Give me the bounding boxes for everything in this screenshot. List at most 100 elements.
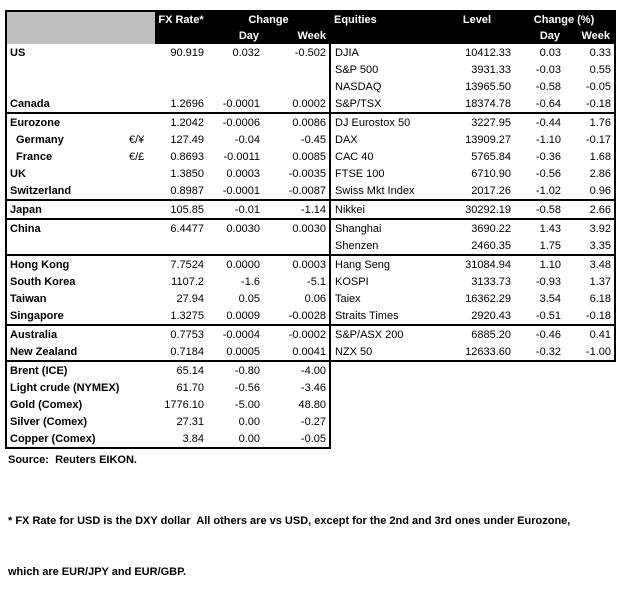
equity-name: NZX 50 (330, 343, 440, 362)
fx-row-label: Gold (Comex) (5, 396, 127, 413)
fx-day-change-value: 0.00 (207, 430, 263, 449)
fx-row-label: Light crude (NYMEX) (5, 379, 127, 396)
fx-week-change-value: -0.0002 (263, 325, 331, 343)
blank-header-cell (330, 28, 440, 44)
equity-day-change-value: -0.46 (535, 328, 561, 341)
fx-row-label: New Zealand (5, 343, 127, 362)
equity-level-value: 10412.33 (465, 46, 511, 59)
currency-pair-label (127, 273, 155, 290)
fx-row-label: Eurozone (5, 113, 127, 131)
table-row: New Zealand 0.7184 0.0005 0.0041 NZX 50 12633… (5, 343, 616, 362)
currency-pair-label (127, 379, 155, 396)
equity-name: DAX (335, 133, 358, 146)
equities-header: Equities (330, 10, 440, 28)
equity-name: FTSE 100 (335, 167, 385, 180)
fx-row-label: Germany (5, 131, 127, 148)
fx-day-change-value: 0.00 (238, 415, 260, 428)
equity-week-change-value: 1.76 (564, 113, 616, 131)
fx-week-change-value: 0.06 (263, 290, 331, 307)
fx-day-change-value (207, 61, 263, 78)
fx-day-header: Day (207, 28, 263, 44)
fx-rate-value (155, 78, 207, 95)
equity-week-change-value: 0.33 (564, 44, 616, 61)
equity-day-change-value: 1.75 (514, 237, 564, 256)
table-row: Gold (Comex) 1776.10 -5.00 48.80 (5, 396, 615, 413)
table-row: NASDAQ 13965.50 -0.58 -0.05 (5, 78, 616, 95)
fx-rate-value: 105.85 (155, 200, 207, 220)
fx-day-change-value: 0.0009 (207, 307, 263, 326)
currency-pair-label (127, 200, 155, 220)
fx-week-change-value: -0.0028 (263, 307, 331, 326)
fx-row-label: Australia (5, 325, 127, 343)
fx-rate-value: 0.7753 (170, 328, 204, 341)
table-row: Brent (ICE) 65.14 -0.80 -4.00 (5, 361, 615, 379)
fx-day-change-value: 0.0000 (226, 258, 260, 271)
table-row: Singapore 1.3275 0.0009 -0.0028 Straits Time… (5, 307, 616, 326)
equity-day-change-value: 1.43 (539, 222, 561, 235)
equity-day-change-value: -0.64 (514, 95, 564, 114)
equity-level-value: 3931.33 (471, 63, 511, 76)
currency-pair-label (127, 182, 155, 201)
currency-pair-label (127, 255, 155, 273)
equity-name: Shanghai (335, 222, 382, 235)
currency-pair-label (127, 413, 155, 430)
fx-row-label: Japan (5, 200, 127, 220)
fx-row-label: South Korea (5, 273, 127, 290)
equity-week-change-value: -1.00 (564, 343, 616, 362)
fx-day-change-value: 0.0005 (207, 343, 263, 362)
fx-rate-value: 1107.2 (171, 275, 204, 288)
empty-cell (330, 396, 615, 413)
fx-day-change-value: -0.0001 (207, 95, 263, 114)
equity-day-change-value: 3.54 (539, 292, 561, 305)
table-row: Eurozone 1.2042 -0.0006 0.0086 DJ Eurostox 5… (5, 113, 616, 131)
fx-rate-value: 1.3275 (155, 307, 207, 326)
equity-week-change-value: 0.55 (564, 61, 616, 78)
currency-pair-label (127, 78, 155, 95)
equity-level-value: 16362.29 (465, 292, 511, 305)
currency-pair-label (127, 290, 155, 307)
equity-name: DJIA (335, 46, 359, 59)
fx-week-change-value: 0.0002 (263, 95, 331, 114)
equity-week-change-value: 3.35 (564, 237, 616, 256)
fx-rate-value: 27.31 (176, 415, 204, 428)
fx-rate-value: 1776.10 (164, 398, 204, 411)
fx-rate-header: FX Rate* (155, 10, 207, 28)
fx-rate-value: 1.2042 (170, 116, 204, 129)
fx-rate-value: 0.8693 (170, 150, 204, 163)
currency-pair-label: €/¥ (129, 133, 145, 146)
equity-day-change-value: -1.02 (514, 182, 564, 201)
fx-week-change-value: -0.0087 (263, 182, 331, 201)
table-row: Switzerland 0.8987 -0.0001 -0.0087 Swiss Mkt… (5, 182, 616, 201)
fx-day-change-value: -0.0004 (222, 328, 260, 341)
fx-day-change-value (207, 237, 263, 256)
equity-week-change-value: 1.37 (564, 273, 616, 290)
empty-cell (330, 413, 615, 430)
equity-week-change-value: -0.17 (564, 131, 616, 148)
equity-day-change-value: -0.56 (535, 167, 561, 180)
empty-cell (330, 361, 615, 379)
equity-name: S&P/ASX 200 (335, 328, 404, 341)
currency-pair-label (127, 396, 155, 413)
fx-row-label (5, 61, 127, 78)
fx-row-label: UK (5, 165, 127, 182)
table-row: US 90.919 0.032 -0.502 DJIA 10412.33 0.03 0.33 (5, 44, 616, 61)
fx-day-change-value: 0.05 (238, 292, 260, 305)
fx-row-label: Silver (Comex) (5, 413, 127, 430)
fx-day-change-value: 0.0003 (226, 167, 260, 180)
fx-day-change-value: 0.032 (232, 46, 260, 59)
fx-day-change-value: -5.00 (234, 398, 260, 411)
equity-day-change-value: -0.03 (535, 63, 561, 76)
equity-day-change-value: -0.51 (514, 307, 564, 326)
table-row: China 6.4477 0.0030 0.0030 Shanghai 3690.22 1.… (5, 219, 616, 237)
fx-week-change-value: -1.14 (263, 200, 331, 220)
fx-day-change-value: -0.04 (234, 133, 260, 146)
fx-rate-value: 90.919 (170, 46, 204, 59)
equity-level-value: 13965.50 (465, 80, 511, 93)
currency-pair-label (127, 361, 155, 379)
equity-name: NASDAQ (335, 80, 382, 93)
currency-pair-label: €/£ (129, 150, 145, 163)
fx-day-change-value: -0.0011 (223, 150, 261, 163)
fx-row-label (5, 78, 127, 95)
fx-row-label: China (5, 219, 127, 237)
